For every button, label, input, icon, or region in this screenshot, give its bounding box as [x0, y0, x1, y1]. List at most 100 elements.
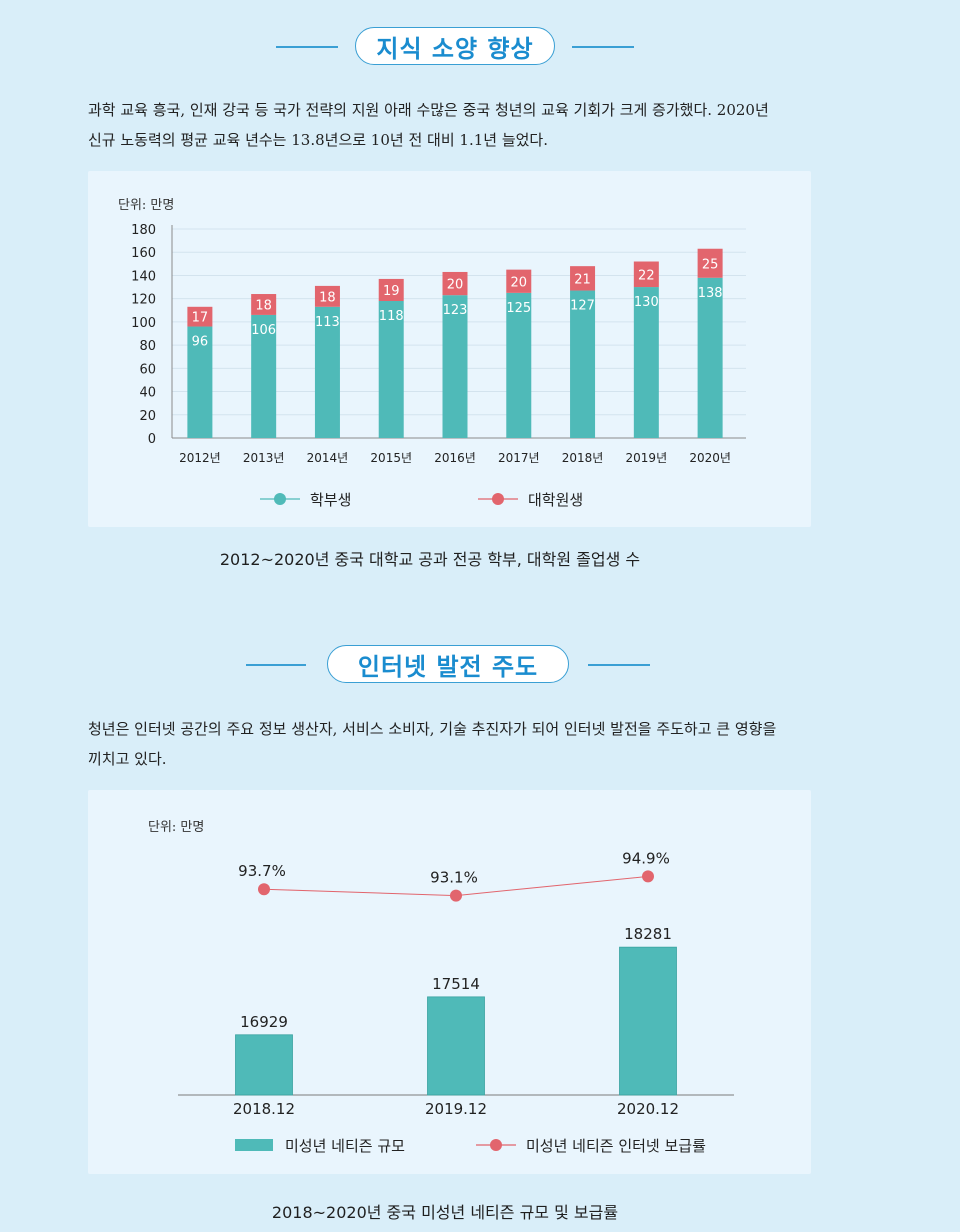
data-label-undergrad: 118 [379, 309, 404, 324]
title-rule-right [588, 664, 650, 666]
x-tick-label: 2019년 [626, 451, 668, 465]
legend-swatch-netizen-size [235, 1139, 273, 1151]
y-tick-label: 60 [139, 362, 156, 377]
y-tick-label: 40 [139, 386, 156, 401]
paragraph-line: 청년은 인터넷 공간의 주요 정보 생산자, 서비스 소비자, 기술 추진자가 … [88, 720, 777, 738]
bar-graduate [442, 271, 468, 296]
x-tick-label: 2019.12 [425, 1100, 487, 1118]
bar-undergrad [506, 292, 532, 438]
bar-graduate [378, 278, 404, 301]
bar-netizen-size [235, 1034, 293, 1096]
x-tick-label: 2018.12 [233, 1100, 295, 1118]
point-penetration [450, 889, 462, 902]
y-tick-label: 160 [131, 246, 156, 261]
bar-undergrad [251, 314, 277, 438]
legend-marker-penetration [490, 1139, 502, 1151]
chart1-unit-label: 단위: 만명 [118, 198, 175, 213]
x-tick-label: 2016년 [434, 451, 476, 465]
y-tick-label: 140 [131, 269, 156, 284]
bar-graduate [506, 269, 532, 293]
data-label-graduate: 18 [255, 298, 272, 313]
bar-netizen-size [619, 946, 677, 1096]
title-rule-left [276, 46, 338, 48]
bar-undergrad [697, 277, 723, 438]
data-label-graduate: 21 [574, 272, 591, 287]
data-label-undergrad: 113 [315, 315, 340, 330]
data-label-undergrad: 127 [570, 299, 595, 314]
bar-undergrad [442, 295, 468, 438]
chart2-caption: 2018~2020년 중국 미성년 네티즌 규모 및 보급률 [271, 1203, 619, 1222]
y-tick-label: 120 [131, 293, 156, 308]
data-label-undergrad: 123 [443, 303, 468, 318]
title-rule-left [246, 664, 306, 666]
section-header-knowledge: 지식 소양 향상 [0, 27, 960, 67]
chart1-caption: 2012~2020년 중국 대학교 공과 전공 학부, 대학원 졸업생 수 [219, 550, 641, 569]
data-label-graduate: 18 [319, 290, 336, 305]
x-tick-label: 2012년 [179, 451, 221, 465]
chart2-svg: 16929 2018.12 17514 2019.12 18281 2020.12 93.7… [178, 849, 734, 1155]
y-tick-label: 20 [139, 409, 156, 424]
data-label-graduate: 19 [383, 284, 400, 299]
point-penetration [642, 870, 654, 883]
title-rule-right [572, 46, 634, 48]
bar-netizen-size [427, 996, 485, 1096]
bar-undergrad [314, 306, 340, 438]
data-label-netizen-size: 17514 [432, 975, 480, 993]
x-tick-label: 2013년 [243, 451, 285, 465]
chart2-panel: 단위: 만명 16929 2018.12 17514 2019.12 18281 2020… [88, 790, 811, 1174]
bar-undergrad [633, 287, 659, 438]
paragraph-line: 신규 노동력의 평균 교육 년수는 13.8년으로 10년 전 대비 1.1년 … [88, 131, 548, 149]
data-label-undergrad: 106 [251, 323, 276, 338]
legend-label-graduate: 대학원생 [528, 491, 583, 509]
paragraph-line: 과학 교육 흥국, 인재 강국 등 국가 전략의 지원 아래 수많은 중국 청년… [88, 101, 769, 119]
section-header-internet: 인터넷 발전 주도 [0, 645, 960, 685]
section1-paragraph: 과학 교육 흥국, 인재 강국 등 국가 전략의 지원 아래 수많은 중국 청년… [88, 95, 818, 155]
x-tick-label: 2018년 [562, 451, 604, 465]
x-tick-label: 2015년 [370, 451, 412, 465]
bar-graduate [251, 294, 277, 315]
bar-undergrad [570, 290, 596, 438]
x-tick-label: 2020년 [689, 451, 731, 465]
data-label-penetration: 94.9% [622, 849, 670, 867]
data-label-netizen-size: 16929 [240, 1013, 288, 1031]
chart2-unit-label: 단위: 만명 [148, 820, 205, 835]
bar-undergrad [187, 326, 213, 438]
y-tick-label: 0 [148, 432, 156, 447]
data-label-undergrad: 96 [192, 335, 209, 350]
data-label-graduate: 20 [511, 275, 528, 290]
legend-label-penetration: 미성년 네티즌 인터넷 보급률 [526, 1137, 706, 1155]
point-penetration [258, 883, 270, 896]
section-title-pill: 지식 소양 향상 [355, 27, 555, 65]
y-tick-label: 100 [131, 316, 156, 331]
section-title-pill: 인터넷 발전 주도 [327, 645, 569, 683]
x-tick-label: 2017년 [498, 451, 540, 465]
data-label-penetration: 93.7% [238, 862, 286, 880]
bar-graduate [697, 248, 723, 278]
paragraph-line: 끼치고 있다. [88, 750, 167, 768]
x-tick-label: 2020.12 [617, 1100, 679, 1118]
data-label-graduate: 25 [702, 257, 719, 272]
data-label-graduate: 17 [192, 311, 209, 326]
y-tick-label: 180 [131, 223, 156, 238]
data-label-penetration: 93.1% [430, 869, 478, 887]
bar-graduate [633, 261, 659, 288]
legend-label-undergrad: 학부생 [310, 491, 351, 509]
bar-graduate [570, 266, 596, 291]
legend-label-netizen-size: 미성년 네티즌 규모 [285, 1137, 405, 1155]
data-label-graduate: 20 [447, 278, 464, 293]
bar-graduate [314, 285, 340, 307]
legend-marker-graduate [492, 493, 504, 505]
section2-paragraph: 청년은 인터넷 공간의 주요 정보 생산자, 서비스 소비자, 기술 추진자가 … [88, 714, 818, 774]
x-tick-label: 2014년 [307, 451, 349, 465]
chart1-svg: 0 20 40 60 80 100 120 140 160 180 96 17 2012년 106 18 20… [131, 223, 746, 509]
y-tick-label: 80 [139, 339, 156, 354]
chart1-panel: 단위: 만명 0 20 40 60 80 100 120 140 160 180 96 17 2012년… [88, 171, 811, 527]
data-label-undergrad: 138 [698, 286, 723, 301]
data-label-netizen-size: 18281 [624, 925, 672, 943]
legend-marker-undergrad [274, 493, 286, 505]
data-label-graduate: 22 [638, 268, 655, 283]
data-label-undergrad: 125 [506, 301, 531, 316]
data-label-undergrad: 130 [634, 295, 659, 310]
bar-graduate [187, 306, 213, 327]
bar-undergrad [378, 300, 404, 438]
